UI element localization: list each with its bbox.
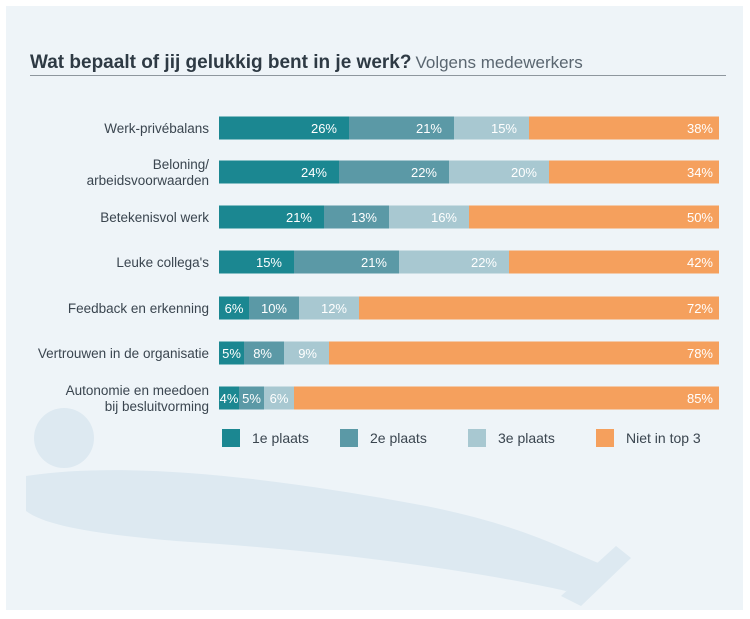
data-label: 16% [431, 210, 457, 225]
data-label: 6% [270, 391, 289, 406]
data-label: 22% [411, 165, 437, 180]
bar-segment-niet-in-top-3 [509, 250, 719, 274]
bar-segment-1e-plaats [219, 341, 244, 365]
data-label: 50% [687, 210, 713, 225]
category-label: Autonomie en meedoen bij besluitvorming [66, 383, 209, 414]
data-label: 78% [687, 346, 713, 361]
bar-segment-3e-plaats [299, 296, 359, 320]
bar-segment-2e-plaats [244, 341, 284, 365]
data-label: 4% [220, 391, 239, 406]
data-label: 22% [471, 255, 497, 270]
category-label: Feedback en erkenning [68, 301, 209, 316]
bar-segment-1e-plaats [219, 205, 324, 229]
data-label: 5% [242, 391, 261, 406]
bar-segment-3e-plaats [454, 116, 529, 140]
chart-title-main: Wat bepaalt of jij gelukkig bent in je w… [30, 52, 412, 73]
bar-segment-2e-plaats [324, 205, 389, 229]
bar-segment-niet-in-top-3 [294, 386, 719, 410]
bar-segment-1e-plaats [219, 386, 239, 410]
bar-segment-3e-plaats [264, 386, 294, 410]
data-label: 12% [321, 301, 347, 316]
legend-swatch-2e-plaats [340, 429, 358, 447]
bar-segment-3e-plaats [389, 205, 469, 229]
legend-label: 1e plaats [252, 430, 309, 446]
data-label: 5% [222, 346, 241, 361]
data-label: 34% [687, 165, 713, 180]
data-label: 85% [687, 391, 713, 406]
bar-segment-niet-in-top-3 [529, 116, 719, 140]
legend-swatch-1e-plaats [222, 429, 240, 447]
bar-segment-niet-in-top-3 [359, 296, 719, 320]
bar-segment-2e-plaats [339, 160, 449, 184]
bar-segment-3e-plaats [399, 250, 509, 274]
chart-title: Wat bepaalt of jij gelukkig bent in je w… [30, 52, 583, 74]
background-figure-illustration [26, 408, 631, 606]
category-label: Beloning/arbeidsvoorwaarden [87, 157, 210, 188]
data-label: 21% [361, 255, 387, 270]
bar-segment-3e-plaats [449, 160, 549, 184]
bar-segment-2e-plaats [294, 250, 399, 274]
bar-segment-3e-plaats [284, 341, 329, 365]
data-label: 21% [286, 210, 312, 225]
legend-swatch-niet-in-top-3 [596, 429, 614, 447]
legend-label: Niet in top 3 [626, 430, 701, 446]
data-label: 6% [225, 301, 244, 316]
data-label: 15% [491, 121, 517, 136]
data-label: 8% [253, 346, 272, 361]
bar-segment-niet-in-top-3 [329, 341, 719, 365]
category-label: Betekenisvol werk [100, 210, 209, 225]
chart-subtitle: Volgens medewerkers [415, 53, 583, 72]
data-label: 9% [298, 346, 317, 361]
data-label: 21% [416, 121, 442, 136]
data-label: 13% [351, 210, 377, 225]
data-label: 26% [311, 121, 337, 136]
category-label: Leuke collega's [116, 255, 209, 270]
legend-swatch-3e-plaats [468, 429, 486, 447]
legend-label: 3e plaats [498, 430, 555, 446]
bar-segment-1e-plaats [219, 250, 294, 274]
bar-segment-2e-plaats [349, 116, 454, 140]
bar-segment-1e-plaats [219, 296, 249, 320]
data-label: 72% [687, 301, 713, 316]
title-divider [30, 75, 726, 76]
legend-label: 2e plaats [370, 430, 427, 446]
data-label: 42% [687, 255, 713, 270]
bar-segment-niet-in-top-3 [549, 160, 719, 184]
data-label: 15% [256, 255, 282, 270]
data-label: 38% [687, 121, 713, 136]
bar-segment-2e-plaats [249, 296, 299, 320]
data-label: 20% [511, 165, 537, 180]
category-label: Werk-privébalans [104, 121, 209, 136]
bar-segment-1e-plaats [219, 116, 349, 140]
bar-segment-2e-plaats [239, 386, 264, 410]
data-label: 24% [301, 165, 327, 180]
category-label: Vertrouwen in de organisatie [38, 346, 209, 361]
data-label: 10% [261, 301, 287, 316]
bar-segment-niet-in-top-3 [469, 205, 719, 229]
bar-segment-1e-plaats [219, 160, 339, 184]
